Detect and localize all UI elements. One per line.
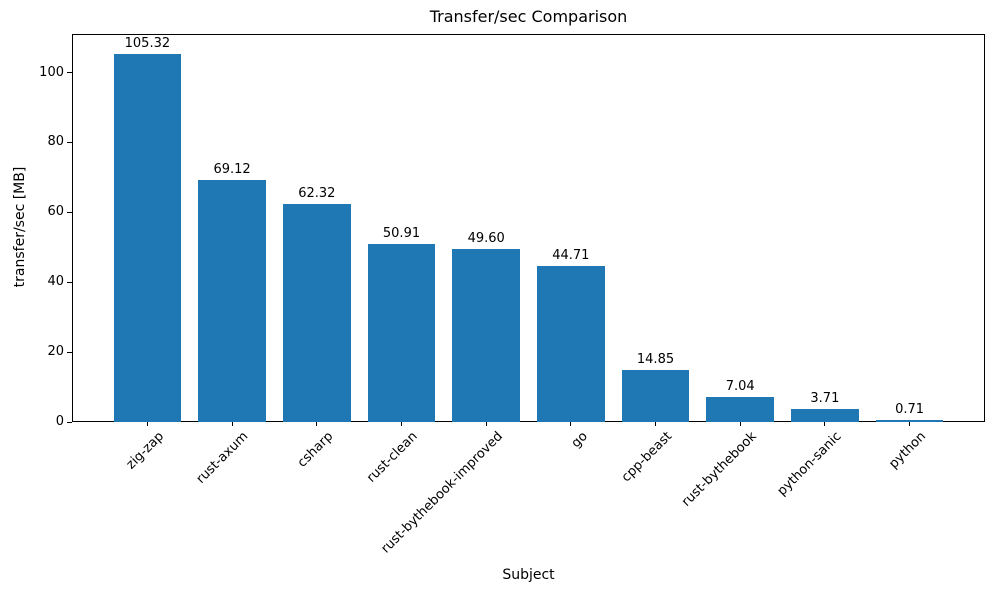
x-tick-label: rust-clean <box>364 429 422 486</box>
y-tick-label: 100 <box>39 64 64 80</box>
x-tick-label: python <box>886 429 930 472</box>
bar-value-label: 14.85 <box>636 352 675 368</box>
x-tick-mark <box>824 422 826 426</box>
bar-value-label: 49.60 <box>467 230 505 246</box>
bar-value-label: 7.04 <box>725 379 755 395</box>
bar-rust-bythebook <box>706 397 775 422</box>
x-tick-label: zig-zap <box>123 429 168 473</box>
bar-go <box>537 265 605 422</box>
y-tick-mark <box>67 72 72 73</box>
x-tick-label: rust-axum <box>193 429 252 487</box>
bar-value-label: 50.91 <box>382 226 421 241</box>
x-tick-mark <box>909 422 911 426</box>
bar-rust-bythebook-improved <box>452 248 521 422</box>
bar-value-label: 62.32 <box>298 186 336 202</box>
bar-value-label: 3.71 <box>810 391 840 406</box>
x-tick-mark <box>655 422 656 426</box>
bar-rust-clean <box>367 244 436 422</box>
x-tick-mark <box>146 422 148 426</box>
x-tick-mark <box>401 422 402 426</box>
x-tick-mark <box>739 422 741 426</box>
x-tick-mark <box>485 422 487 426</box>
x-tick-mark <box>316 422 318 426</box>
y-tick-label: 60 <box>47 204 64 220</box>
bar-cpp-beast <box>621 370 690 422</box>
bar-value-label: 44.71 <box>552 247 590 263</box>
y-tick-label: 80 <box>47 134 64 150</box>
bar-csharp <box>282 204 351 422</box>
bar-python-sanic <box>791 409 859 422</box>
bar-value-label: 0.71 <box>895 401 925 417</box>
x-tick-mark <box>570 422 572 426</box>
y-tick-mark <box>67 281 72 283</box>
bar-python <box>875 419 944 422</box>
y-axis-label: transfer/sec [MB] <box>12 166 28 288</box>
x-tick-label: go <box>568 429 591 452</box>
chart-title: Transfer/sec Comparison <box>429 7 628 26</box>
bar-zig-zap <box>113 53 182 422</box>
bar-value-label: 105.32 <box>124 35 171 51</box>
y-tick-label: 40 <box>47 274 64 290</box>
x-tick-label: cpp-beast <box>618 429 676 486</box>
y-tick-mark <box>67 211 72 213</box>
y-tick-mark <box>67 351 72 353</box>
x-tick-label: rust-bythebook <box>679 429 760 510</box>
x-tick-mark <box>231 422 233 426</box>
y-tick-mark <box>67 421 72 423</box>
x-tick-label: python-sanic <box>774 429 845 499</box>
y-tick-mark <box>67 141 72 143</box>
y-tick-label: 0 <box>55 414 64 429</box>
x-tick-label: csharp <box>294 429 337 471</box>
y-tick-label: 20 <box>47 344 64 360</box>
x-axis-label: Subject <box>502 567 555 583</box>
bar-rust-axum <box>198 180 266 422</box>
bar-value-label: 69.12 <box>213 162 251 178</box>
